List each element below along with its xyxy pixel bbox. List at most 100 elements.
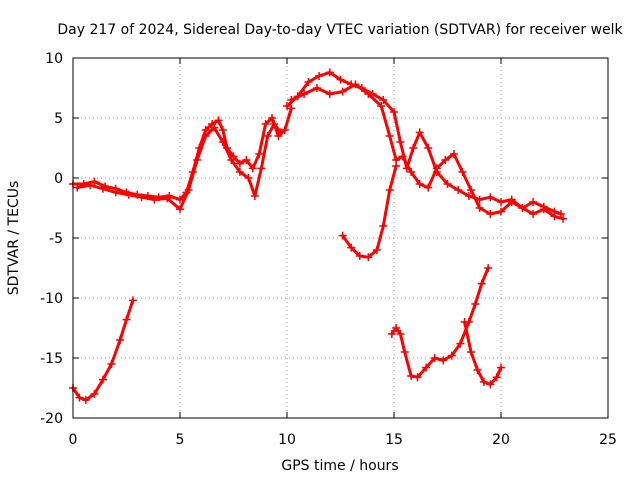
data-point [387, 330, 396, 338]
x-axis-label: GPS time / hours [281, 458, 398, 474]
data-point [244, 174, 253, 182]
data-point [227, 156, 236, 164]
data-point [424, 144, 433, 152]
data-point [402, 164, 411, 173]
data-point [73, 183, 82, 192]
data-point [441, 156, 450, 164]
x-tick-label: 5 [176, 432, 185, 448]
data-point [430, 354, 439, 362]
data-point [400, 348, 409, 356]
data-point [454, 186, 463, 194]
y-axis-label: SDTVAR / TECUs [6, 181, 22, 296]
data-point [379, 96, 388, 104]
data-point [98, 184, 107, 193]
data-point [424, 183, 433, 192]
data-point [456, 339, 465, 348]
data-point [184, 186, 193, 194]
data-point [385, 186, 394, 194]
data-point [447, 351, 456, 360]
data-point [261, 120, 270, 128]
data-point [248, 164, 257, 173]
data-point [250, 192, 259, 200]
data-point [315, 72, 324, 80]
tick-layer: 0 5 10 15 20 25 10 5 0 -5 -10 -15 -20 [40, 51, 617, 448]
chart-title: Day 217 of 2024, Sidereal Day-to-day VTE… [57, 22, 623, 38]
data-point [188, 168, 197, 176]
data-point [539, 205, 548, 214]
data-point [300, 90, 309, 98]
data-point [195, 144, 204, 152]
data-point [460, 318, 469, 326]
data-point [242, 156, 251, 164]
data-point [475, 204, 484, 212]
data-point [79, 180, 88, 188]
data-point [396, 330, 405, 338]
series-line-arc5 [289, 82, 565, 221]
data-point [372, 246, 381, 254]
data-point [497, 363, 505, 372]
x-tick-label: 25 [599, 432, 617, 448]
data-point [471, 300, 480, 308]
data-point [479, 378, 488, 386]
y-tick-label: -20 [40, 411, 63, 427]
data-point [338, 231, 347, 240]
data-point [550, 212, 559, 221]
data-point [392, 324, 401, 332]
data-point [507, 198, 516, 206]
data-point [116, 336, 125, 344]
data-point [176, 205, 184, 214]
data-point [458, 168, 467, 176]
data-point [124, 190, 133, 199]
data-point [325, 68, 334, 77]
data-point [556, 210, 565, 218]
data-point [364, 253, 373, 262]
data-point [385, 132, 394, 140]
data-point [492, 373, 501, 382]
data-point [351, 80, 360, 89]
data-point [484, 264, 493, 272]
data-point [223, 144, 232, 152]
data-point [218, 138, 227, 146]
data-point [432, 164, 441, 173]
data-point [407, 372, 416, 380]
data-point [90, 177, 99, 186]
data-point [98, 375, 107, 384]
data-point [497, 198, 505, 206]
data-point [475, 195, 484, 204]
data-point [396, 138, 405, 146]
data-point [235, 159, 244, 168]
data-point [559, 214, 568, 223]
data-point [154, 193, 163, 202]
data-point [477, 279, 486, 288]
data-point [235, 168, 244, 176]
data-point [409, 144, 418, 152]
data-point [257, 164, 266, 173]
data-point [529, 198, 538, 206]
data-point [218, 126, 227, 134]
y-tick-label: -10 [40, 291, 63, 307]
x-tick-label: 10 [278, 432, 296, 448]
data-point [415, 180, 424, 188]
data-point [304, 78, 313, 86]
data-point [415, 128, 424, 137]
data-point [377, 102, 386, 110]
data-point [336, 75, 345, 84]
data-point [163, 194, 172, 203]
data-point [407, 168, 416, 176]
data-point [392, 162, 401, 170]
data-point [312, 84, 321, 92]
data-point [276, 128, 285, 137]
data-point [287, 104, 296, 113]
data-point [529, 210, 538, 218]
data-point [210, 123, 219, 132]
data-point [214, 116, 223, 125]
data-point [347, 243, 356, 252]
data-point [486, 193, 495, 202]
data-point [364, 90, 373, 98]
x-tick-label: 15 [385, 432, 403, 448]
y-tick-label: 5 [54, 111, 63, 127]
data-point [443, 180, 452, 188]
data-point [263, 132, 272, 140]
